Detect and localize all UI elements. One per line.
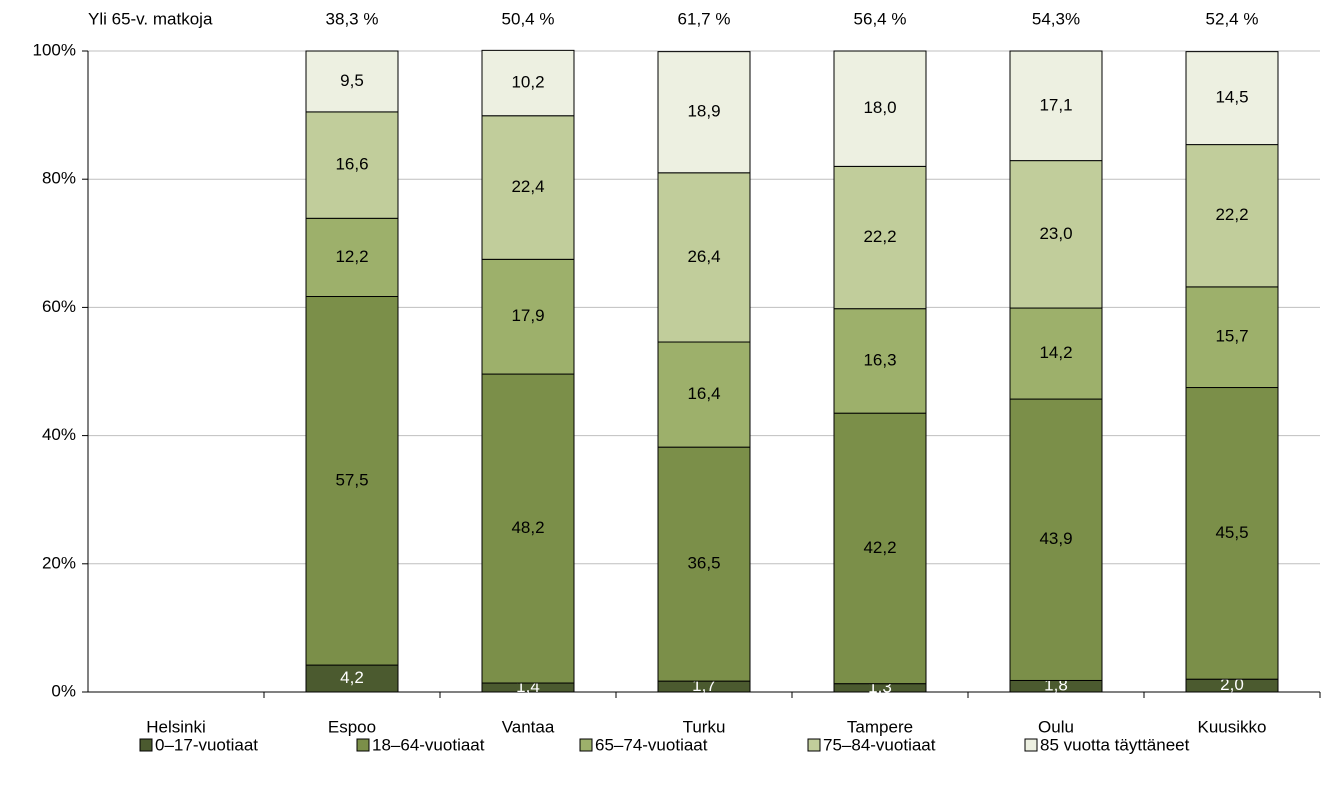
top-label: 56,4 % [854,9,907,28]
value-label: 18,0 [863,98,896,117]
value-label: 45,5 [1215,523,1248,542]
bar-segment [1009,307,1103,400]
y-tick-label: 0% [51,681,76,700]
y-tick-label: 100% [33,40,76,59]
x-tick-label: Espoo [328,717,376,736]
top-label: 38,3 % [326,9,379,28]
value-label: 16,4 [687,384,720,403]
x-tick-label: Vantaa [502,717,555,736]
value-label: 15,7 [1215,327,1248,346]
legend-label: 85 vuotta täyttäneet [1040,735,1190,754]
top-label: 52,4 % [1206,9,1259,28]
y-tick-label: 20% [42,553,76,572]
top-label: 61,7 % [678,9,731,28]
value-label: 17,1 [1039,95,1072,114]
value-label: 2,0 [1220,675,1244,694]
value-label: 22,4 [511,177,544,196]
y-tick-label: 40% [42,425,76,444]
legend-swatch [1024,738,1038,752]
value-label: 23,0 [1039,224,1072,243]
value-label: 22,2 [863,227,896,246]
top-label: 54,3% [1032,9,1080,28]
bar-segment [657,341,751,448]
value-label: 10,2 [511,73,544,92]
bar-segment [481,373,575,684]
bar-segment [1009,398,1103,681]
bar-segment [481,115,575,260]
bar-segment [305,50,399,113]
bar-segment [833,412,927,685]
value-label: 48,2 [511,518,544,537]
bar-segment [481,258,575,375]
value-label: 43,9 [1039,529,1072,548]
bar-segment [1185,51,1279,146]
bar-segment [305,111,399,219]
value-label: 16,6 [335,155,368,174]
legend-swatch [579,738,593,752]
x-tick-label: Kuusikko [1198,717,1267,736]
value-label: 17,9 [511,306,544,325]
bar-segment [833,308,927,414]
legend-label: 0–17-vuotiaat [155,735,258,754]
value-label: 9,5 [340,71,364,90]
bar-segment [657,172,751,343]
bar-segment [305,296,399,666]
value-label: 14,2 [1039,343,1072,362]
x-tick-label: Tampere [847,717,913,736]
x-tick-label: Turku [683,717,726,736]
value-label: 12,2 [335,247,368,266]
y-tick-label: 60% [42,297,76,316]
bar-segment [833,165,927,310]
legend-label: 18–64-vuotiaat [372,735,485,754]
bar-segment [1185,387,1279,680]
legend-label: 65–74-vuotiaat [595,735,708,754]
legend-swatch [807,738,821,752]
x-tick-label: Helsinki [146,717,206,736]
y-tick-label: 80% [42,169,76,188]
value-label: 42,2 [863,538,896,557]
bar-segment [1009,50,1103,162]
bar-segment [1185,144,1279,288]
annotation: Yli 65-v. matkoja [88,9,213,28]
bar-segment [305,664,399,693]
value-label: 16,3 [863,350,896,369]
bar-segment [1185,286,1279,389]
value-label: 22,2 [1215,205,1248,224]
bar-segment [305,217,399,298]
bar-segment [833,50,927,167]
x-tick-label: Oulu [1038,717,1074,736]
top-label: 50,4 % [502,9,555,28]
bar-segment [481,49,575,117]
bar-segment [657,446,751,682]
value-label: 4,2 [340,668,364,687]
legend-label: 75–84-vuotiaat [823,735,936,754]
bar-segment [657,51,751,174]
value-label: 18,9 [687,102,720,121]
legend-swatch [139,738,153,752]
value-label: 26,4 [687,247,720,266]
legend-swatch [356,738,370,752]
value-label: 14,5 [1215,88,1248,107]
value-label: 57,5 [335,470,368,489]
value-label: 36,5 [687,554,720,573]
